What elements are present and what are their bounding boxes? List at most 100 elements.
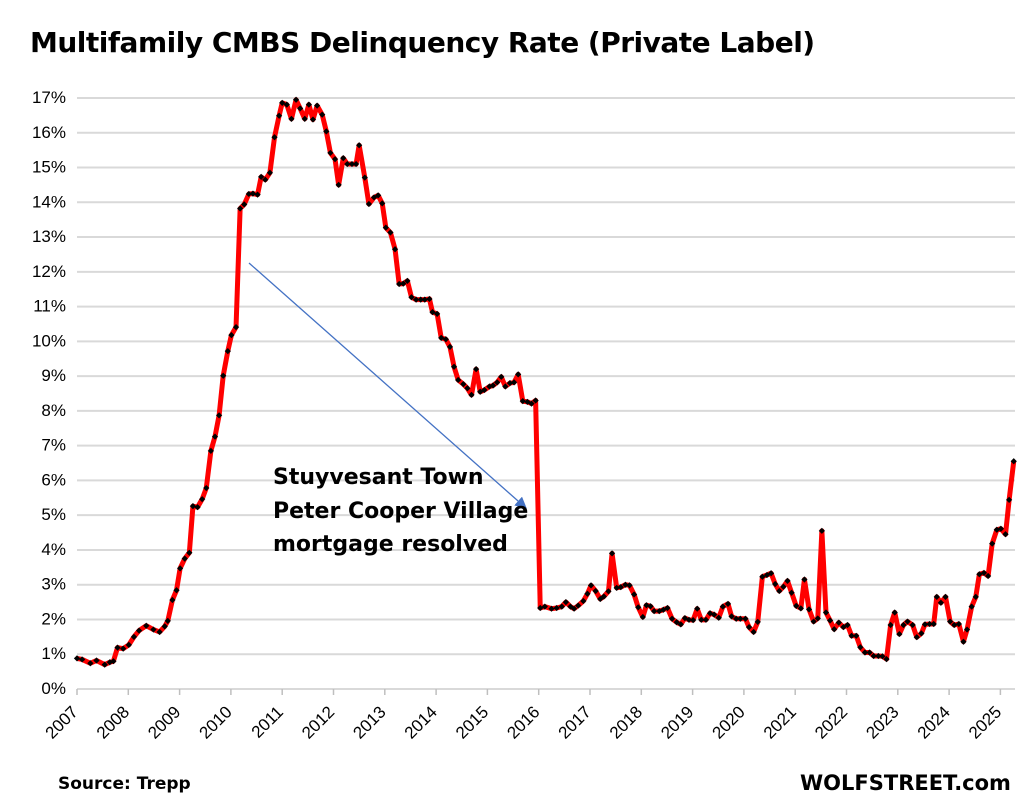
x-tick-label: 2013: [349, 702, 389, 742]
data-point: [857, 644, 864, 651]
x-tick-label: 2017: [555, 702, 595, 742]
data-point: [664, 604, 671, 612]
data-point: [694, 605, 701, 612]
data-point: [909, 621, 916, 629]
data-point: [960, 638, 967, 645]
data-point: [224, 347, 231, 355]
x-tick-label: 2012: [298, 702, 338, 742]
data-point: [887, 621, 894, 629]
data-point: [870, 652, 877, 660]
data-point: [814, 615, 821, 622]
y-tick-label: 5%: [41, 505, 66, 524]
data-point: [587, 582, 595, 589]
data-point: [613, 584, 620, 591]
data-point: [984, 572, 992, 580]
y-tick-label: 4%: [41, 540, 66, 559]
data-point: [510, 379, 518, 386]
y-tick-label: 13%: [32, 227, 66, 246]
data-point: [728, 613, 735, 620]
data-point: [797, 605, 804, 612]
data-point: [605, 588, 612, 595]
data-point: [951, 621, 958, 629]
data-point: [570, 605, 578, 612]
data-point: [997, 525, 1005, 532]
brand-logo-text: WOLFSTREET.com: [800, 771, 1011, 795]
data-point: [446, 343, 454, 351]
data-point: [584, 590, 591, 597]
data-point: [733, 615, 740, 622]
data-point: [835, 619, 842, 626]
annotation-arrow: [248, 262, 527, 509]
data-point: [861, 649, 869, 656]
data-point: [784, 577, 791, 584]
data-point: [438, 334, 445, 341]
data-point: [120, 645, 127, 652]
data-point: [976, 571, 983, 578]
y-tick-label: 8%: [41, 401, 66, 420]
data-point: [460, 381, 467, 388]
data-point: [622, 581, 629, 588]
y-tick-label: 14%: [32, 192, 66, 211]
data-point: [776, 587, 783, 595]
data-point: [750, 628, 757, 636]
data-point: [575, 602, 582, 609]
x-tick-label: 2015: [452, 702, 492, 742]
data-point: [93, 657, 100, 664]
data-point: [626, 582, 633, 589]
data-point: [715, 614, 722, 621]
y-tick-label: 15%: [32, 158, 66, 177]
data-point: [955, 620, 962, 628]
data-point: [930, 620, 937, 628]
x-tick-label: 2018: [606, 702, 646, 742]
data-point: [698, 616, 705, 623]
x-tick-label: 2016: [503, 702, 543, 742]
data-point: [937, 599, 945, 606]
data-point: [788, 589, 795, 596]
x-tick-label: 2025: [965, 702, 1005, 742]
data-point: [772, 580, 779, 588]
data-point: [396, 280, 403, 288]
x-tick-label: 2023: [862, 702, 902, 742]
data-point: [580, 597, 587, 605]
y-tick-label: 9%: [41, 366, 66, 385]
y-tick-label: 2%: [41, 609, 66, 628]
data-point: [759, 573, 766, 580]
data-point: [489, 382, 497, 389]
data-point: [177, 565, 184, 572]
data-point: [844, 621, 851, 629]
x-tick-label: 2007: [42, 702, 82, 742]
data-point: [801, 576, 808, 583]
data-point: [1010, 458, 1017, 465]
data-point: [498, 373, 505, 380]
y-axis-ticks: 0% 1% 2% 3% 4% 5% 6% 7% 8% 9% 10% 11% 12% 13% 14% 15% 16…: [32, 88, 66, 698]
data-point: [742, 615, 749, 622]
data-point: [553, 604, 560, 612]
data-point: [249, 190, 257, 197]
x-tick-label: 2010: [196, 702, 236, 742]
data-point: [455, 376, 462, 384]
data-point: [400, 280, 407, 287]
annotation: Stuyvesant Town Peter Cooper Village mor…: [248, 262, 528, 557]
data-point: [805, 606, 813, 613]
data-point: [853, 632, 860, 639]
data-point: [502, 383, 509, 390]
data-point: [883, 655, 890, 663]
data-point: [980, 569, 988, 576]
data-point: [519, 398, 526, 405]
data-point: [818, 527, 825, 534]
data-point: [767, 570, 775, 577]
data-point: [506, 379, 514, 387]
annotation-line-2: Peter Cooper Village: [273, 499, 528, 524]
data-point: [608, 550, 616, 557]
data-point: [417, 296, 424, 303]
data-point: [677, 621, 684, 628]
data-point: [780, 583, 787, 590]
x-tick-label: 2024: [914, 702, 954, 742]
data-point: [891, 609, 898, 616]
data-point: [348, 160, 356, 168]
data-point: [528, 400, 535, 407]
data-point: [918, 630, 925, 637]
data-point: [754, 618, 761, 626]
data-point: [143, 622, 150, 629]
x-tick-label: 2020: [709, 702, 749, 742]
